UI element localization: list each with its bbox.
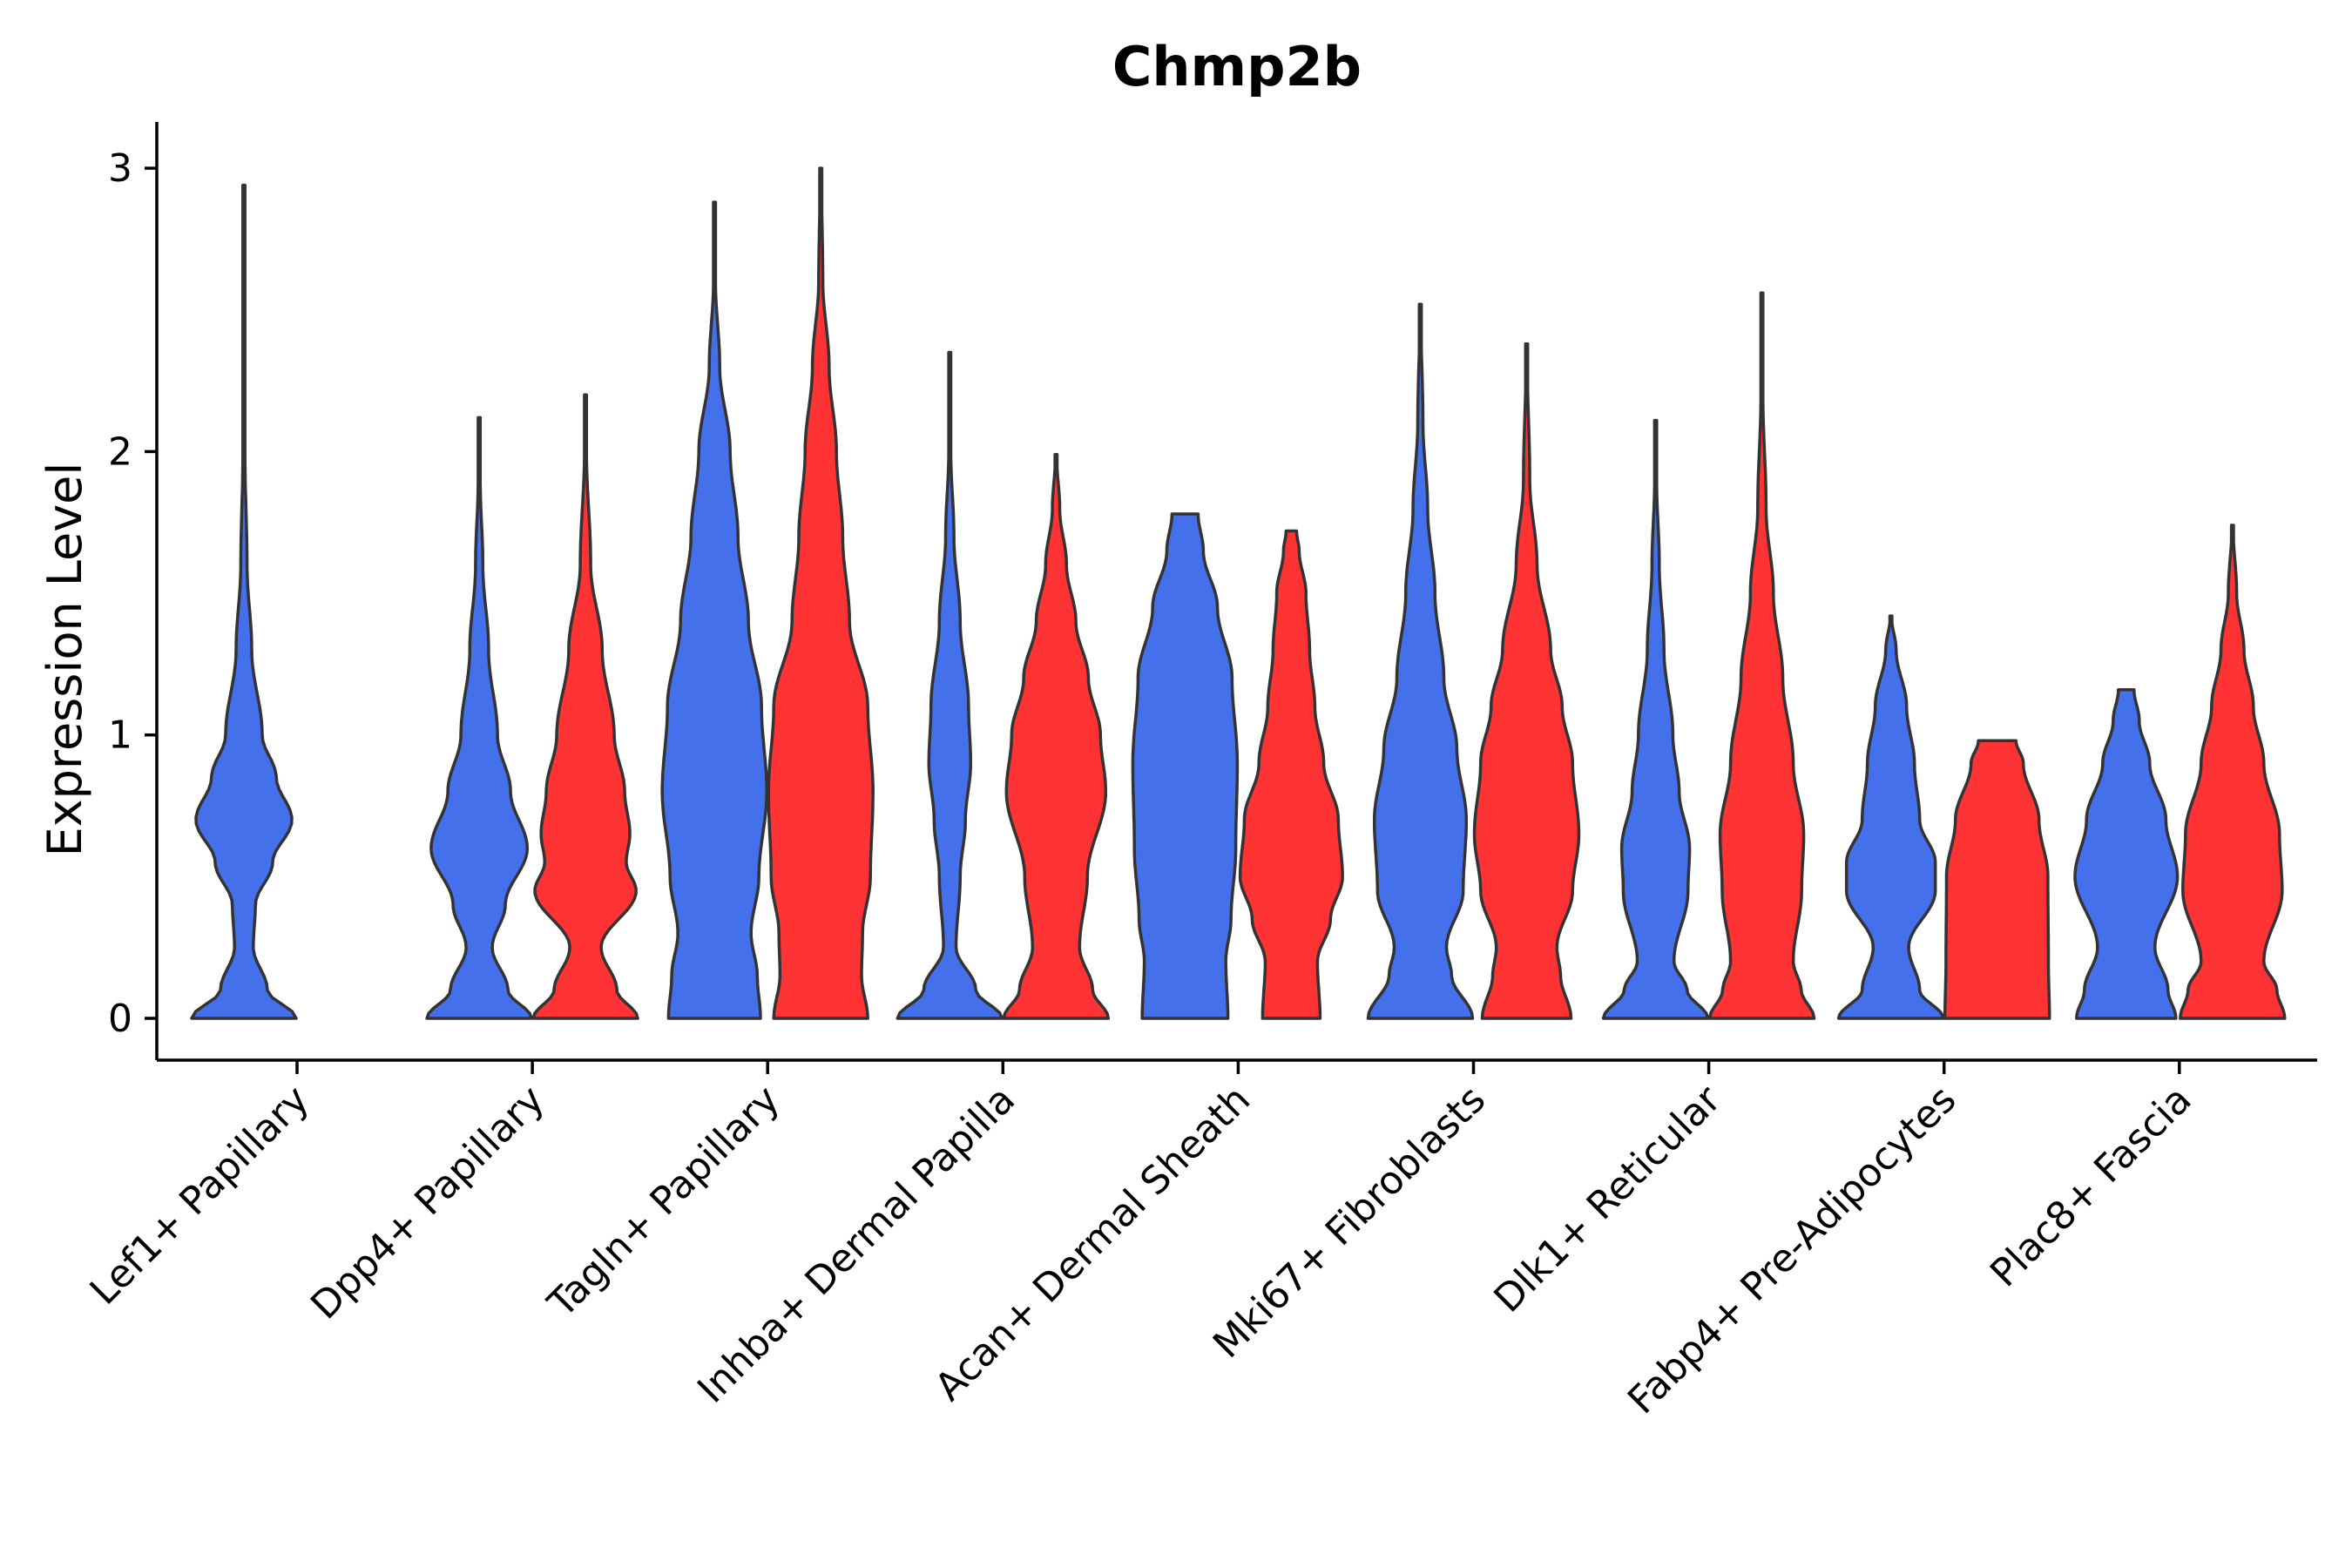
violin-group2-6 (1707, 291, 1816, 1020)
violin-group2-4 (1238, 529, 1344, 1020)
violin-group1-3 (896, 350, 1004, 1020)
violin-group2-7 (1943, 739, 2051, 1020)
y-axis-label: Expression Level (37, 463, 92, 857)
category-label: Mki67+ Fibroblasts (1205, 1078, 1494, 1367)
violin-group1-0 (190, 183, 298, 1020)
violin-group2-1 (531, 393, 639, 1020)
y-tick-label: 2 (108, 429, 132, 474)
y-ticks: 0 1 2 3 (108, 146, 157, 1041)
chart-title: Chmp2b (1112, 35, 1362, 98)
y-tick-label: 3 (108, 146, 132, 191)
category-label: Tagln+ Papillary (539, 1078, 788, 1327)
violin-group1-2 (660, 200, 768, 1020)
y-tick-label: 1 (108, 713, 132, 758)
violin-group1-1 (425, 416, 533, 1020)
category-label: Lef1+ Papillary (82, 1078, 318, 1314)
category-label: Dpp4+ Papillary (302, 1078, 553, 1328)
violin-group1-8 (2073, 687, 2180, 1020)
violin-group1-4 (1131, 512, 1240, 1020)
violin-layer (190, 166, 2287, 1020)
violin-group2-3 (1002, 452, 1111, 1020)
violin-group2-8 (2179, 524, 2287, 1020)
category-label: Plac8+ Fascia (1982, 1078, 2200, 1296)
violin-group2-2 (767, 166, 875, 1020)
violin-group1-5 (1366, 302, 1475, 1020)
violin-group2-5 (1472, 342, 1581, 1020)
y-tick-label: 0 (108, 997, 132, 1041)
violin-group1-7 (1836, 614, 1945, 1020)
violin-group1-6 (1601, 418, 1710, 1020)
category-label: Dlk1+ Reticular (1485, 1077, 1730, 1321)
